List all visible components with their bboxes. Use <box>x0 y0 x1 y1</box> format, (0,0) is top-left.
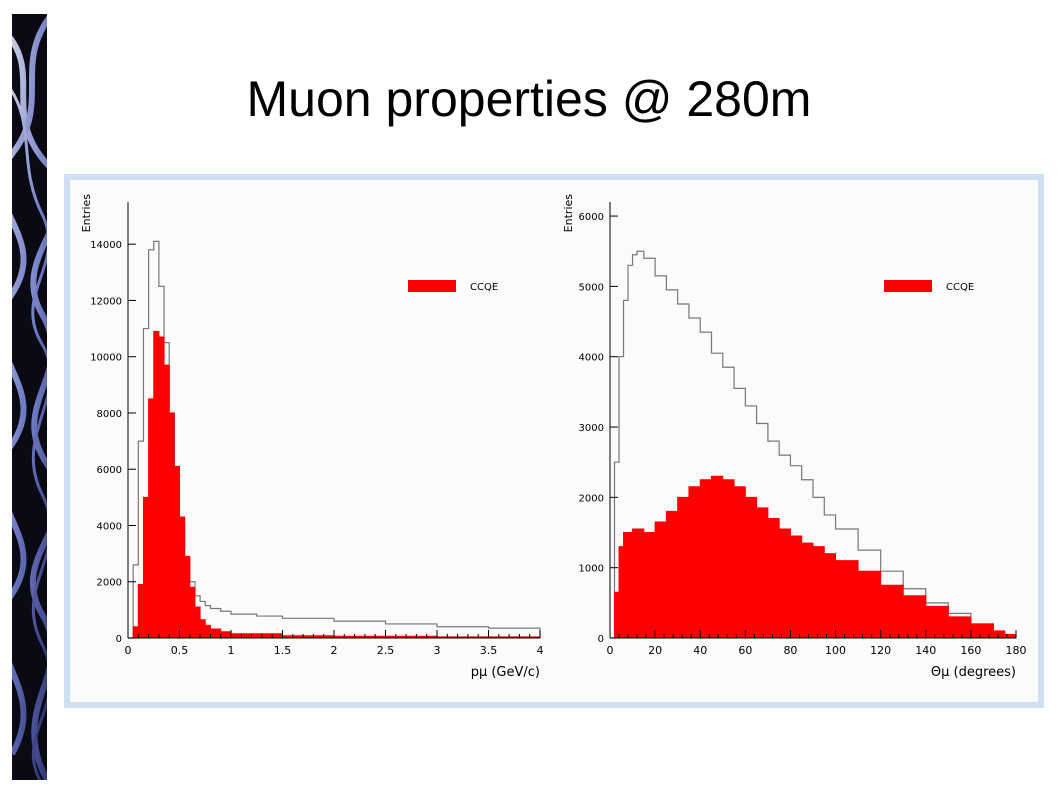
x-tick-label: 40 <box>693 644 707 657</box>
y-tick-label: 14000 <box>90 240 122 251</box>
chart-1: 0 0.5 1 1.5 2 2.5 3 3.5 4 0 2000 4000 6000 8000 10000 1… <box>80 194 544 680</box>
y-tick-label: 1000 <box>579 564 604 575</box>
y-tick-label: 12000 <box>90 296 122 307</box>
x-tick-label: 60 <box>738 644 752 657</box>
x-tick-label: 0 <box>125 644 132 657</box>
total-outline-histogram <box>610 250 1017 639</box>
x-tick-label: 2 <box>331 644 338 657</box>
figure-frame: 0 0.5 1 1.5 2 2.5 3 3.5 4 0 2000 4000 6000 8000 10000 1… <box>64 174 1044 708</box>
y-axis-label: Entries <box>562 194 575 233</box>
x-tick-label: 180 <box>1006 644 1027 657</box>
x-tick-label: 2.5 <box>377 644 395 657</box>
x-tick-label: 120 <box>870 644 891 657</box>
x-tick-label: 3 <box>434 644 441 657</box>
x-tick-label: 1 <box>228 644 235 657</box>
decorative-side-strip <box>12 14 47 780</box>
x-tick-label: 4 <box>537 644 544 657</box>
x-tick-label: 100 <box>825 644 846 657</box>
y-tick-label: 2000 <box>97 578 122 589</box>
x-tick-label: 3.5 <box>480 644 498 657</box>
x-tick-label: 1.5 <box>274 644 292 657</box>
y-tick-label: 6000 <box>579 212 604 223</box>
y-tick-label: 0 <box>116 634 122 645</box>
y-tick-label: 8000 <box>97 409 122 420</box>
slide-title: Muon properties @ 280m <box>246 71 812 127</box>
x-tick-label: 140 <box>915 644 936 657</box>
y-tick-label: 6000 <box>97 465 122 476</box>
x-tick-label: 160 <box>960 644 981 657</box>
x-tick-label: 0.5 <box>171 644 189 657</box>
figure-canvas: 0 0.5 1 1.5 2 2.5 3 3.5 4 0 2000 4000 6000 8000 10000 1… <box>70 180 1038 702</box>
y-tick-label: 2000 <box>579 493 604 504</box>
ccqe-filled-histogram <box>610 475 1017 639</box>
legend-label-ccqe: CCQE <box>470 282 498 293</box>
y-tick-label: 5000 <box>579 282 604 293</box>
x-tick-label: 80 <box>783 644 797 657</box>
y-tick-label: 4000 <box>97 521 122 532</box>
x-tick-label: 0 <box>607 644 614 657</box>
swirl-pattern-icon <box>12 15 47 780</box>
x-tick-label: 20 <box>648 644 662 657</box>
x-axis-label: pμ (GeV/c) <box>471 665 540 680</box>
ccqe-filled-histogram <box>128 330 541 639</box>
legend-label-ccqe: CCQE <box>946 282 974 293</box>
chart-2: 0 20 40 60 80 100 120 140 160 180 0 1000 2000 3000 400… <box>562 194 1027 680</box>
y-tick-label: 0 <box>598 634 604 645</box>
y-axis-label: Entries <box>80 194 93 233</box>
x-axis-label: Θμ (degrees) <box>931 665 1016 680</box>
y-tick-label: 10000 <box>90 353 122 364</box>
y-tick-label: 4000 <box>579 353 604 364</box>
legend-swatch-ccqe <box>884 280 932 292</box>
legend-swatch-ccqe <box>408 280 456 292</box>
y-tick-label: 3000 <box>579 423 604 434</box>
histogram-figure: 0 0.5 1 1.5 2 2.5 3 3.5 402000400060008000100001… <box>80 194 1027 680</box>
